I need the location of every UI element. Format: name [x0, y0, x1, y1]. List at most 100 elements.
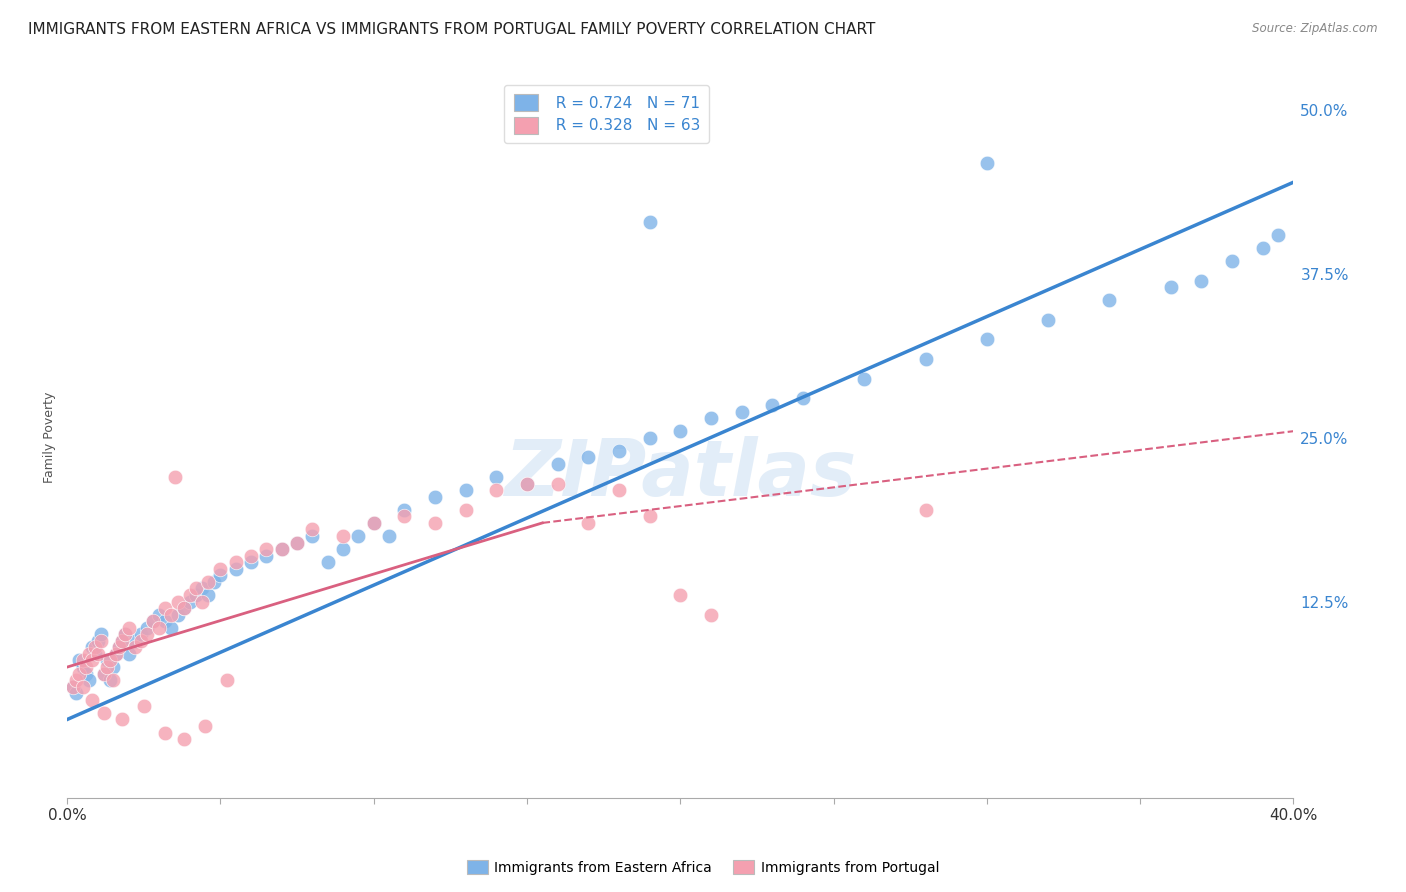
Point	[1251, 241, 1274, 255]
Point	[93, 666, 115, 681]
Point	[853, 372, 876, 386]
Point	[378, 529, 401, 543]
Point	[332, 529, 354, 543]
Point	[669, 588, 692, 602]
Point	[77, 647, 100, 661]
Point	[191, 582, 214, 596]
Point	[166, 594, 188, 608]
Point	[75, 660, 97, 674]
Point	[129, 627, 152, 641]
Point	[163, 470, 186, 484]
Legend: Immigrants from Eastern Africa, Immigrants from Portugal: Immigrants from Eastern Africa, Immigran…	[461, 855, 945, 880]
Point	[285, 535, 308, 549]
Point	[547, 457, 569, 471]
Point	[607, 443, 630, 458]
Point	[108, 640, 131, 655]
Point	[394, 509, 416, 524]
Point	[77, 673, 100, 687]
Point	[136, 627, 159, 641]
Point	[638, 214, 661, 228]
Point	[332, 542, 354, 557]
Point	[576, 516, 599, 530]
Point	[98, 673, 121, 687]
Point	[93, 666, 115, 681]
Point	[1267, 227, 1289, 242]
Point	[173, 601, 195, 615]
Point	[65, 673, 87, 687]
Point	[96, 660, 118, 674]
Point	[363, 516, 385, 530]
Point	[638, 431, 661, 445]
Point	[215, 673, 238, 687]
Point	[83, 640, 105, 655]
Point	[700, 607, 723, 622]
Point	[394, 503, 416, 517]
Point	[103, 673, 125, 687]
Point	[363, 516, 385, 530]
Point	[173, 732, 195, 747]
Point	[423, 516, 446, 530]
Text: ZIPatlas: ZIPatlas	[505, 436, 856, 512]
Point	[80, 693, 103, 707]
Point	[155, 614, 177, 628]
Point	[111, 633, 134, 648]
Point	[142, 614, 165, 628]
Point	[96, 653, 118, 667]
Point	[108, 640, 131, 655]
Point	[111, 713, 134, 727]
Point	[209, 568, 232, 582]
Point	[914, 503, 936, 517]
Point	[194, 719, 217, 733]
Point	[197, 574, 219, 589]
Point	[98, 653, 121, 667]
Point	[72, 680, 94, 694]
Point	[914, 352, 936, 367]
Point	[136, 621, 159, 635]
Point	[225, 555, 247, 569]
Point	[117, 647, 139, 661]
Point	[90, 627, 112, 641]
Text: IMMIGRANTS FROM EASTERN AFRICA VS IMMIGRANTS FROM PORTUGAL FAMILY POVERTY CORREL: IMMIGRANTS FROM EASTERN AFRICA VS IMMIGR…	[28, 22, 876, 37]
Point	[792, 392, 814, 406]
Point	[124, 640, 146, 655]
Point	[75, 666, 97, 681]
Point	[114, 627, 136, 641]
Point	[184, 588, 207, 602]
Point	[160, 607, 183, 622]
Point	[62, 680, 84, 694]
Point	[270, 542, 292, 557]
Point	[93, 706, 115, 720]
Point	[87, 633, 110, 648]
Point	[285, 535, 308, 549]
Point	[1189, 273, 1212, 287]
Point	[1220, 253, 1243, 268]
Point	[1160, 280, 1182, 294]
Point	[80, 640, 103, 655]
Point	[576, 450, 599, 465]
Point	[166, 607, 188, 622]
Point	[155, 601, 177, 615]
Y-axis label: Family Poverty: Family Poverty	[44, 392, 56, 483]
Point	[454, 503, 477, 517]
Point	[301, 529, 323, 543]
Point	[256, 542, 278, 557]
Point	[72, 660, 94, 674]
Point	[69, 653, 91, 667]
Point	[485, 483, 508, 498]
Point	[197, 588, 219, 602]
Point	[142, 614, 165, 628]
Point	[423, 490, 446, 504]
Point	[87, 647, 110, 661]
Point	[976, 333, 998, 347]
Point	[209, 562, 232, 576]
Point	[179, 594, 201, 608]
Point	[148, 621, 170, 635]
Point	[69, 666, 91, 681]
Point	[256, 549, 278, 563]
Point	[516, 476, 538, 491]
Point	[547, 476, 569, 491]
Point	[124, 633, 146, 648]
Point	[730, 404, 752, 418]
Point	[103, 660, 125, 674]
Point	[184, 582, 207, 596]
